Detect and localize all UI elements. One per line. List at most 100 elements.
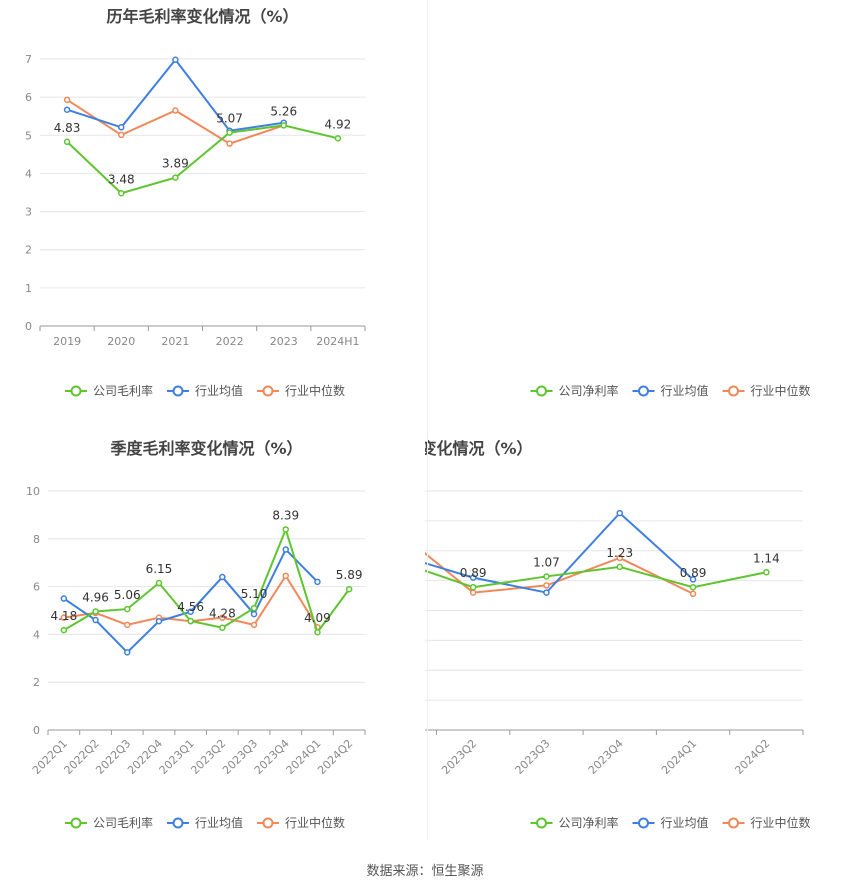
legend-item-company[interactable]: 公司毛利率: [65, 383, 153, 398]
data-point-industry_avg[interactable]: [63, 106, 71, 113]
data-point-company[interactable]: [187, 617, 194, 625]
data-point-company[interactable]: [334, 135, 342, 142]
legend-item-industry_avg[interactable]: 行业均值: [632, 815, 709, 830]
data-label: 4.09: [304, 611, 331, 625]
legend-label: 公司净利率: [559, 815, 619, 830]
data-point-company[interactable]: [280, 122, 287, 129]
data-label: 3.48: [108, 172, 135, 186]
data-point-industry_avg[interactable]: [172, 56, 179, 64]
data-point-company[interactable]: [250, 604, 258, 612]
data-point-industry_avg[interactable]: [314, 578, 321, 586]
data-label: 5.89: [336, 568, 363, 582]
data-label: 6.15: [146, 562, 173, 576]
data-point-industry_avg[interactable]: [250, 610, 258, 618]
x-tick-label: 2019: [53, 335, 81, 348]
legend-label: 行业均值: [195, 815, 243, 830]
data-label: 5.26: [270, 104, 297, 118]
chart-annual-net-margin: 历年净利率变化情况（%）-2-1012201920202021202220232…: [425, 0, 850, 430]
legend-item-industry_avg[interactable]: 行业均值: [167, 383, 243, 398]
data-point-industry_median[interactable]: [543, 582, 550, 589]
data-point-company[interactable]: [314, 628, 321, 636]
data-point-industry_avg[interactable]: [469, 574, 477, 581]
legend-item-industry_median[interactable]: 行业中位数: [257, 383, 345, 398]
data-point-company[interactable]: [543, 573, 550, 580]
data-point-company[interactable]: [689, 583, 697, 591]
chart-quarterly-gross-margin: 季度毛利率变化情况（%） 0 2 4 6 8 10 2022Q1 2022Q2 2022Q3 202…: [0, 432, 425, 862]
data-point-industry_median[interactable]: [172, 107, 179, 114]
legend-swatch-marker: [728, 385, 739, 397]
legend-swatch-marker: [262, 817, 274, 829]
data-point-company[interactable]: [60, 626, 68, 634]
legend-item-industry_median[interactable]: 行业中位数: [722, 815, 811, 830]
data-point-industry_avg[interactable]: [543, 589, 550, 596]
x-tick-label: 2023Q2: [439, 737, 479, 777]
data-point-industry_avg[interactable]: [187, 608, 194, 615]
y-tick-label: 6: [33, 581, 40, 594]
data-point-company[interactable]: [345, 585, 353, 593]
legend-label: 行业均值: [661, 383, 709, 398]
data-point-company[interactable]: [155, 579, 163, 587]
data-point-company[interactable]: [63, 138, 71, 146]
y-tick-label: 4: [25, 167, 32, 180]
chart-quarterly-net-margin: 季度净利率变化情况（%）-1.5-1-0.500.511.522.52022Q1…: [425, 432, 850, 862]
data-point-industry_median[interactable]: [282, 572, 289, 580]
data-point-company[interactable]: [616, 563, 623, 571]
data-point-industry_median[interactable]: [63, 96, 71, 104]
data-label: 5.06: [114, 588, 141, 602]
data-label: 1.14: [753, 551, 780, 565]
legend-label: 行业中位数: [751, 383, 811, 398]
y-tick-label: 1: [25, 282, 32, 295]
x-tick-label: 2023: [270, 335, 298, 348]
legend-item-company[interactable]: 公司净利率: [530, 815, 619, 830]
data-point-industry_avg[interactable]: [155, 618, 163, 625]
data-point-industry_median[interactable]: [124, 621, 131, 629]
data-point-company[interactable]: [118, 190, 125, 197]
data-label: 3.89: [162, 157, 189, 171]
data-point-company[interactable]: [763, 569, 770, 576]
legend-swatch-marker: [70, 385, 82, 397]
legend-label: 公司毛利率: [93, 383, 153, 398]
data-point-industry_avg[interactable]: [219, 573, 226, 581]
data-point-industry_median[interactable]: [616, 554, 623, 562]
data-point-industry_avg[interactable]: [92, 616, 99, 624]
legend-item-industry_median[interactable]: 行业中位数: [722, 383, 811, 398]
data-point-company[interactable]: [469, 583, 477, 591]
data-point-company[interactable]: [124, 605, 131, 613]
legend-item-industry_median[interactable]: 行业中位数: [257, 815, 345, 830]
legend-item-company[interactable]: 公司净利率: [530, 383, 619, 398]
data-point-industry_avg[interactable]: [60, 595, 68, 602]
data-point-industry_avg[interactable]: [118, 124, 125, 131]
data-label: 8.39: [272, 508, 299, 522]
y-tick-label: 7: [25, 53, 32, 66]
data-point-industry_median[interactable]: [469, 589, 477, 596]
legend-swatch-marker: [728, 817, 739, 829]
legend-label: 行业中位数: [751, 815, 811, 830]
data-point-company[interactable]: [282, 526, 289, 533]
legend-item-industry_avg[interactable]: 行业均值: [632, 383, 709, 398]
data-point-industry_median[interactable]: [250, 621, 258, 629]
data-point-industry_median[interactable]: [219, 614, 226, 621]
legend-item-industry_avg[interactable]: 行业均值: [167, 815, 243, 830]
legend-swatch-marker: [536, 385, 547, 397]
data-point-industry_avg[interactable]: [616, 509, 623, 517]
y-tick-label: 2: [33, 676, 40, 689]
data-label: 4.92: [325, 117, 352, 131]
data-point-industry_avg[interactable]: [689, 576, 697, 583]
series-line-industry_avg: [66, 58, 284, 132]
legend-label: 行业中位数: [285, 815, 345, 830]
data-point-company[interactable]: [92, 608, 99, 615]
data-point-industry_median[interactable]: [118, 131, 125, 139]
data-point-industry_avg[interactable]: [282, 546, 289, 553]
data-point-company[interactable]: [226, 129, 233, 136]
data-point-industry_avg[interactable]: [124, 649, 131, 656]
data-point-company[interactable]: [172, 174, 179, 181]
y-tick-label: 0: [25, 320, 32, 333]
data-point-company[interactable]: [219, 624, 226, 631]
data-point-industry_median[interactable]: [226, 140, 233, 147]
y-tick-label: 6: [25, 91, 32, 104]
legend-item-company[interactable]: 公司毛利率: [65, 815, 153, 830]
x-tick-label: 2024H1: [316, 335, 359, 348]
data-point-industry_median[interactable]: [60, 614, 68, 621]
x-tick-label: 2024Q1: [659, 737, 699, 777]
data-point-industry_median[interactable]: [689, 590, 697, 598]
